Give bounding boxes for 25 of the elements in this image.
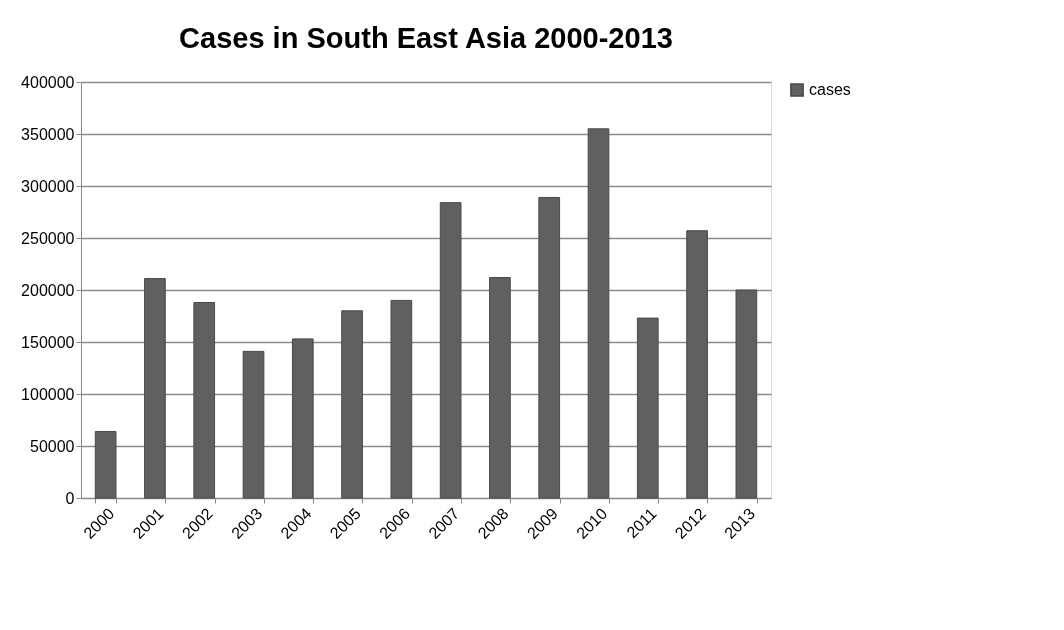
y-tick-label: 150000 (21, 333, 75, 351)
bar (291, 338, 314, 499)
bar (341, 310, 363, 499)
bar (636, 317, 659, 499)
bar (144, 278, 166, 499)
y-tick-label: 250000 (21, 229, 75, 247)
y-tick-label: 0 (65, 489, 75, 507)
bar (439, 202, 462, 499)
bar (735, 289, 758, 499)
y-tick-label: 50000 (30, 437, 75, 455)
y-tick-label: 350000 (21, 125, 75, 143)
legend-label: cases (809, 81, 851, 98)
bar (242, 350, 265, 499)
bar (686, 230, 708, 499)
bar (193, 301, 216, 499)
bar (538, 196, 561, 499)
bar (94, 430, 117, 499)
bar (587, 128, 610, 499)
y-tick-label: 400000 (21, 73, 75, 91)
bar (390, 299, 413, 499)
y-tick-label: 200000 (21, 281, 75, 299)
y-tick-label: 300000 (21, 177, 75, 195)
bar (489, 277, 511, 499)
y-tick-label: 100000 (21, 385, 75, 403)
chart-title: Cases in South East Asia 2000-2013 (179, 22, 673, 54)
